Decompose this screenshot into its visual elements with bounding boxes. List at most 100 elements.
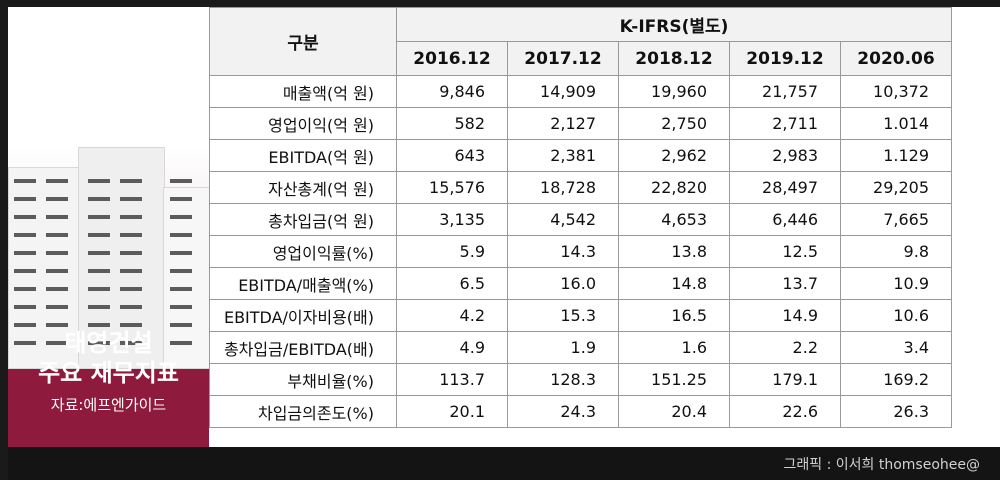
table-cell: 15.3 — [507, 299, 619, 332]
table-cell: 169.2 — [840, 363, 952, 396]
table-cell: 6,446 — [729, 203, 841, 236]
year-header: 2019.12 — [729, 41, 841, 76]
corner-header: 구분 — [209, 7, 397, 76]
window-decoration — [170, 323, 192, 327]
window-decoration — [120, 323, 142, 327]
panel-title-line1: 태영건설 — [64, 329, 153, 357]
source-note: 자료:에프엔가이드 — [50, 396, 167, 414]
table-cell: 13.8 — [618, 235, 730, 268]
window-decoration — [120, 215, 142, 219]
table-cell: 14.9 — [729, 299, 841, 332]
window-decoration — [120, 269, 142, 273]
window-decoration — [46, 197, 68, 201]
table-cell: 24.3 — [507, 395, 619, 428]
table-cell: 10.6 — [840, 299, 952, 332]
table-cell: 15,576 — [396, 171, 508, 204]
left-panel: 태영건설 주요 재무지표 자료:에프엔가이드 — [8, 7, 209, 447]
window-decoration — [170, 269, 192, 273]
window-decoration — [46, 269, 68, 273]
window-decoration — [14, 323, 36, 327]
window-decoration — [120, 233, 142, 237]
year-header: 2016.12 — [396, 41, 508, 76]
window-decoration — [120, 341, 142, 345]
table-row: 총차입금/EBITDA(배) 4.9 1.9 1.6 2.2 3.4 — [209, 331, 952, 364]
table-cell: 14.8 — [618, 267, 730, 300]
table-cell: 3,135 — [396, 203, 508, 236]
table-cell: 10,372 — [840, 75, 952, 108]
window-decoration — [14, 287, 36, 291]
window-decoration — [170, 287, 192, 291]
window-decoration — [170, 305, 192, 309]
table-cell: 10.9 — [840, 267, 952, 300]
window-decoration — [46, 323, 68, 327]
window-decoration — [170, 215, 192, 219]
graphic-credit: 그래픽 : 이서희 thomseohee@ — [783, 457, 981, 473]
window-decoration — [170, 197, 192, 201]
window-decoration — [88, 305, 110, 309]
table-row: 부채비율(%) 113.7 128.3 151.25 179.1 169.2 — [209, 363, 952, 396]
table-cell: 4.9 — [396, 331, 508, 364]
window-decoration — [46, 305, 68, 309]
standard-header: K-IFRS(별도) — [396, 7, 952, 42]
window-decoration — [88, 197, 110, 201]
window-decoration — [46, 215, 68, 219]
row-label: 자산총계(억 원) — [209, 171, 397, 204]
window-decoration — [46, 341, 68, 345]
table-row: 차입금의존도(%) 20.1 24.3 20.4 22.6 26.3 — [209, 395, 952, 428]
table-cell: 2.2 — [729, 331, 841, 364]
table-cell: 6.5 — [396, 267, 508, 300]
table-row: 총차입금(억 원) 3,135 4,542 4,653 6,446 7,665 — [209, 203, 952, 236]
window-decoration — [14, 269, 36, 273]
window-decoration — [120, 197, 142, 201]
table-cell: 22,820 — [618, 171, 730, 204]
table-cell: 1.6 — [618, 331, 730, 364]
window-decoration — [88, 287, 110, 291]
table-cell: 9,846 — [396, 75, 508, 108]
window-decoration — [14, 197, 36, 201]
window-decoration — [170, 179, 192, 183]
table-cell: 2,750 — [618, 107, 730, 140]
window-decoration — [88, 251, 110, 255]
table-cell: 1.014 — [840, 107, 952, 140]
window-decoration — [120, 305, 142, 309]
row-label: 부채비율(%) — [209, 363, 397, 396]
table-cell: 28,497 — [729, 171, 841, 204]
table-cell: 22.6 — [729, 395, 841, 428]
table-cell: 128.3 — [507, 363, 619, 396]
table-cell: 21,757 — [729, 75, 841, 108]
table-cell: 2,127 — [507, 107, 619, 140]
table-cell: 1.129 — [840, 139, 952, 172]
table-row: EBITDA/매출액(%) 6.5 16.0 14.8 13.7 10.9 — [209, 267, 952, 300]
table-cell: 20.1 — [396, 395, 508, 428]
table-cell: 5.9 — [396, 235, 508, 268]
row-label: 총차입금(억 원) — [209, 203, 397, 236]
table-row: 영업이익률(%) 5.9 14.3 13.8 12.5 9.8 — [209, 235, 952, 268]
table-row: 매출액(억 원) 9,846 14,909 19,960 21,757 10,372 — [209, 75, 952, 108]
table-cell: 7,665 — [840, 203, 952, 236]
table-cell: 2,983 — [729, 139, 841, 172]
table-row: EBITDA(억 원) 643 2,381 2,962 2,983 1.129 — [209, 139, 952, 172]
table-row: 영업이익(억 원) 582 2,127 2,750 2,711 1.014 — [209, 107, 952, 140]
year-header: 2020.06 — [840, 41, 952, 76]
table-cell: 4,542 — [507, 203, 619, 236]
row-label: 영업이익(억 원) — [209, 107, 397, 140]
window-decoration — [120, 287, 142, 291]
window-decoration — [88, 233, 110, 237]
table-cell: 2,962 — [618, 139, 730, 172]
table-cell: 14.3 — [507, 235, 619, 268]
window-decoration — [14, 215, 36, 219]
window-decoration — [46, 287, 68, 291]
window-decoration — [46, 179, 68, 183]
table-cell: 16.0 — [507, 267, 619, 300]
table-row: 자산총계(억 원) 15,576 18,728 22,820 28,497 29,205 — [209, 171, 952, 204]
table-cell: 12.5 — [729, 235, 841, 268]
table-cell: 26.3 — [840, 395, 952, 428]
table-cell: 3.4 — [840, 331, 952, 364]
table-cell: 18,728 — [507, 171, 619, 204]
table-cell: 179.1 — [729, 363, 841, 396]
financial-table: 구분 K-IFRS(별도) 2016.12 2017.12 2018.12 2019.… — [209, 7, 952, 428]
table-cell: 2,711 — [729, 107, 841, 140]
table-cell: 16.5 — [618, 299, 730, 332]
table-row: EBITDA/이자비용(배) 4.2 15.3 16.5 14.9 10.6 — [209, 299, 952, 332]
window-decoration — [170, 233, 192, 237]
